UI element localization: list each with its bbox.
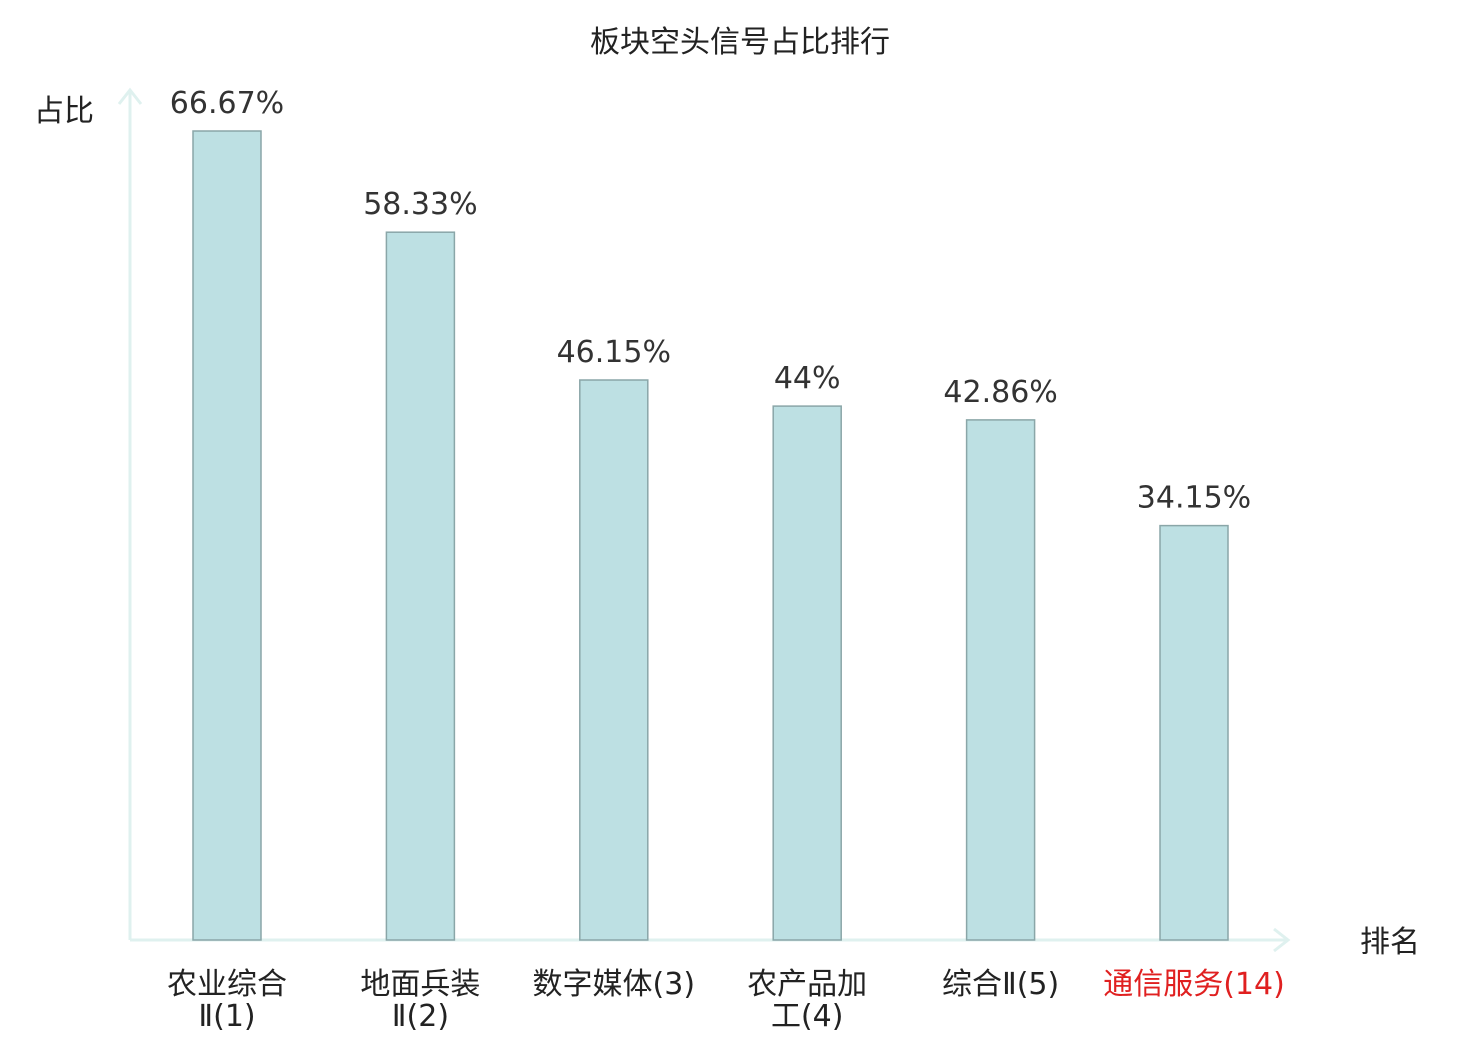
category-label-1-line-2: Ⅱ(1) <box>198 999 255 1034</box>
category-label-3: 数字媒体(3) <box>533 967 696 1002</box>
category-label-3-line-1: 数字媒体(3) <box>533 967 696 1002</box>
bar-2 <box>385 231 456 941</box>
category-label-1-line-1: 农业综合 <box>167 967 287 1002</box>
bar-1 <box>192 130 262 941</box>
value-label-4: 44% <box>774 361 841 396</box>
value-label-1: 66.67% <box>170 86 284 121</box>
category-labels-group: 农业综合 Ⅱ(1) 地面兵装 Ⅱ(2) 数字媒体(3) 农产品加工(4) 综合Ⅱ(5) 通信服… <box>167 967 1285 1034</box>
category-label-1: 农业综合 Ⅱ(1) <box>167 967 287 1034</box>
x-axis-label: 排名 <box>1360 925 1420 960</box>
y-axis-label: 占比 <box>34 94 94 129</box>
value-label-3: 46.15% <box>557 335 671 370</box>
x-axis-arrow <box>1273 927 1291 953</box>
category-label-6: 通信服务(14) <box>1103 967 1285 1002</box>
category-label-4: 农产品加工(4) <box>747 967 867 1034</box>
value-labels-group: 66.67% 58.33% 46.15% 44% 42.86% 34.15% <box>170 86 1251 516</box>
category-label-2: 地面兵装 Ⅱ(2) <box>360 967 480 1034</box>
category-label-5-line-1: 综合Ⅱ(5) <box>942 967 1059 1002</box>
category-label-2-line-2: Ⅱ(2) <box>392 999 449 1034</box>
value-label-2: 58.33% <box>363 187 477 222</box>
category-label-5: 综合Ⅱ(5) <box>942 967 1059 1002</box>
value-label-5: 42.86% <box>943 375 1057 410</box>
category-label-4-line-2: 工(4) <box>771 999 844 1034</box>
chart-title: 板块空头信号占比排行 <box>590 25 890 60</box>
value-label-6: 34.15% <box>1137 481 1251 516</box>
bar-3 <box>579 379 649 941</box>
bar-6 <box>1159 524 1229 941</box>
bar-5 <box>965 419 1036 941</box>
axes <box>117 87 1291 953</box>
y-axis-arrow <box>117 87 143 105</box>
bars-group <box>192 130 1229 941</box>
category-label-6-line-1: 通信服务(14) <box>1103 967 1285 1002</box>
category-label-4-line-1: 农产品加 <box>747 967 867 1002</box>
category-label-2-line-1: 地面兵装 <box>360 967 480 1002</box>
bar-4 <box>772 405 842 941</box>
